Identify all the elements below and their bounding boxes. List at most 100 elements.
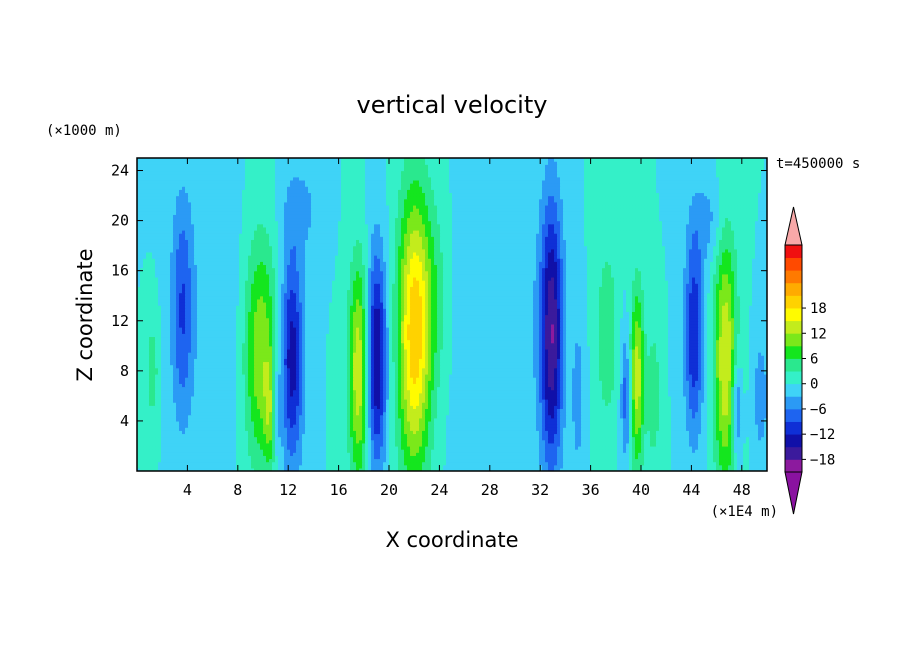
contour-cell	[605, 464, 609, 469]
contour-cell	[242, 442, 246, 447]
contour-cell	[173, 467, 177, 471]
contour-cell	[560, 445, 564, 450]
contour-cell	[350, 445, 354, 450]
contour-cell	[488, 452, 492, 456]
contour-cell	[509, 461, 513, 466]
contour-cell	[407, 467, 411, 471]
contour-cell	[722, 449, 726, 453]
contour-cell	[455, 449, 459, 453]
contour-cell	[659, 461, 663, 466]
contour-cell	[311, 464, 315, 469]
contour-cell	[194, 455, 198, 460]
contour-cell	[746, 464, 750, 469]
contour-cell	[722, 452, 726, 456]
contour-cell	[233, 442, 237, 447]
contour-cell	[641, 467, 645, 471]
contour-cell	[686, 464, 690, 469]
contour-cell	[137, 452, 141, 456]
contour-cell	[740, 449, 744, 453]
contour-cell	[266, 445, 270, 450]
contour-cell	[284, 467, 288, 471]
contour-cell	[221, 449, 225, 453]
contour-cell	[662, 445, 666, 450]
contour-cell	[497, 467, 501, 471]
contour-cell	[197, 461, 201, 466]
contour-cell	[527, 467, 531, 471]
contour-cell	[323, 464, 327, 469]
contour-cell	[689, 445, 693, 450]
contour-cell	[665, 449, 669, 453]
contour-cell	[542, 461, 546, 466]
contour-cell	[245, 442, 249, 447]
contour-cell	[443, 464, 447, 469]
contour-cell	[185, 452, 189, 456]
contour-cell	[380, 455, 384, 460]
contour-cell	[242, 467, 246, 471]
contour-cell	[554, 445, 558, 450]
contour-cell	[161, 445, 165, 450]
contour-cell	[695, 467, 699, 471]
contour-cell	[269, 449, 273, 453]
contour-cell	[155, 461, 159, 466]
contour-cell	[644, 467, 648, 471]
contour-cell	[512, 445, 516, 450]
contour-cell	[566, 455, 570, 460]
contour-cell	[383, 464, 387, 469]
contour-cell	[275, 452, 279, 456]
contour-cell	[422, 464, 426, 469]
contour-cell	[317, 461, 321, 466]
contour-cell	[143, 464, 147, 469]
contour-cell	[287, 464, 291, 469]
contour-cell	[728, 461, 732, 466]
contour-cell	[530, 464, 534, 469]
contour-cell	[413, 449, 417, 453]
contour-cell	[269, 467, 273, 471]
time-label: t=450000 s	[776, 156, 860, 172]
contour-cell	[389, 458, 393, 463]
contour-cell	[314, 467, 318, 471]
contour-cell	[353, 461, 357, 466]
contour-cell	[224, 455, 228, 460]
contour-cell	[428, 464, 432, 469]
contour-cell	[479, 449, 483, 453]
contour-cell	[398, 445, 402, 450]
contour-cell	[248, 449, 252, 453]
contour-cell	[725, 461, 729, 466]
contour-cell	[338, 467, 342, 471]
contour-cell	[389, 452, 393, 456]
contour-cell	[551, 464, 555, 469]
contour-cell	[725, 464, 729, 469]
contour-cell	[452, 455, 456, 460]
contour-cell	[680, 467, 684, 471]
contour-cell	[401, 452, 405, 456]
contour-cell	[218, 442, 222, 447]
contour-cell	[263, 452, 267, 456]
contour-cell	[296, 445, 300, 450]
contour-cell	[338, 445, 342, 450]
contour-cell	[197, 467, 201, 471]
contour-cell	[386, 445, 390, 450]
contour-cell	[362, 452, 366, 456]
contour-cell	[620, 467, 624, 471]
contour-cell	[251, 455, 255, 460]
contour-cell	[464, 445, 468, 450]
contour-cell	[665, 458, 669, 463]
contour-cell	[173, 445, 177, 450]
contour-cell	[569, 464, 573, 469]
contour-cell	[665, 464, 669, 469]
contour-cell	[206, 442, 210, 447]
contour-cell	[188, 449, 192, 453]
contour-cell	[599, 445, 603, 450]
contour-cell	[659, 467, 663, 471]
contour-cell	[578, 458, 582, 463]
contour-cell	[161, 458, 165, 463]
contour-cell	[434, 467, 438, 471]
contour-cell	[404, 449, 408, 453]
contour-cell	[614, 445, 618, 450]
contour-cell	[614, 467, 618, 471]
contour-cell	[761, 449, 765, 453]
contour-cell	[419, 458, 423, 463]
contour-cell	[254, 467, 258, 471]
contour-cell	[575, 455, 579, 460]
contour-cell	[377, 452, 381, 456]
